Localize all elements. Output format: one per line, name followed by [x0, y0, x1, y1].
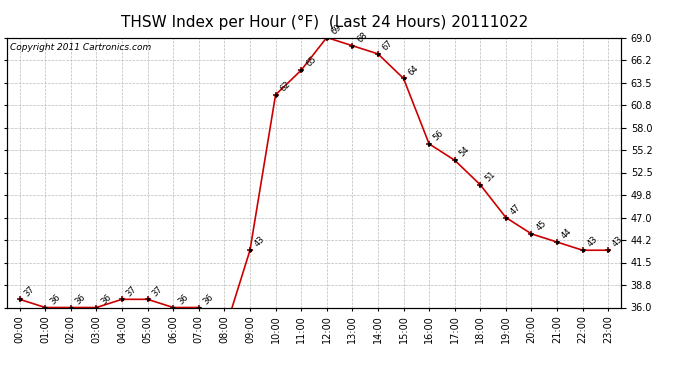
Text: 43: 43: [253, 235, 266, 249]
Text: 47: 47: [509, 202, 522, 216]
Text: 37: 37: [125, 284, 139, 298]
Text: 69: 69: [330, 22, 344, 36]
Text: 36: 36: [48, 292, 62, 306]
Text: 65: 65: [304, 55, 318, 69]
Text: 37: 37: [23, 284, 37, 298]
Text: 33: 33: [0, 374, 1, 375]
Text: 37: 37: [150, 284, 164, 298]
Text: 62: 62: [278, 80, 293, 93]
Text: 36: 36: [176, 292, 190, 306]
Text: 43: 43: [611, 235, 625, 249]
Text: 44: 44: [560, 227, 573, 241]
Text: Copyright 2011 Cartronics.com: Copyright 2011 Cartronics.com: [10, 43, 151, 52]
Text: 36: 36: [201, 292, 215, 306]
Text: 67: 67: [381, 39, 395, 53]
Text: THSW Index per Hour (°F)  (Last 24 Hours) 20111022: THSW Index per Hour (°F) (Last 24 Hours)…: [121, 15, 528, 30]
Text: 54: 54: [457, 145, 471, 159]
Text: 36: 36: [74, 292, 88, 306]
Text: 64: 64: [406, 63, 420, 77]
Text: 51: 51: [483, 170, 497, 183]
Text: 43: 43: [585, 235, 600, 249]
Text: 68: 68: [355, 30, 369, 44]
Text: 36: 36: [99, 292, 113, 306]
Text: 45: 45: [534, 219, 548, 232]
Text: 56: 56: [432, 129, 446, 142]
